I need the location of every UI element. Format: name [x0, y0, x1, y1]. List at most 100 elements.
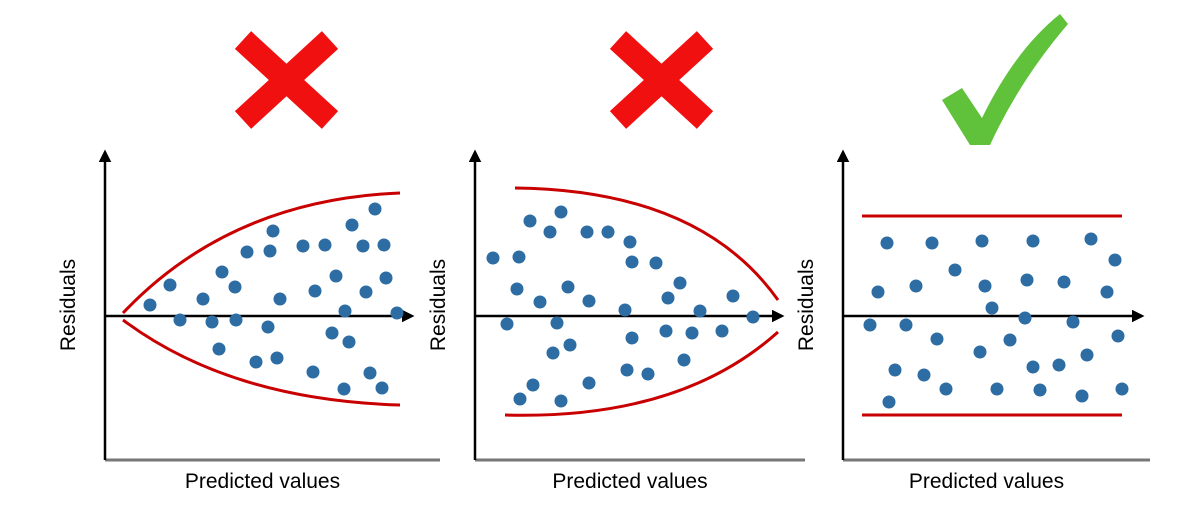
- y-axis-label: Residuals: [57, 259, 80, 351]
- residual-dot: [661, 291, 675, 305]
- residual-dot: [909, 279, 923, 293]
- residual-dot: [554, 394, 568, 408]
- residual-dot: [329, 269, 343, 283]
- residual-dot: [375, 381, 389, 395]
- residual-dot: [985, 301, 999, 315]
- residual-dot: [973, 345, 987, 359]
- plot-panel: Residuals Predicted values: [57, 149, 440, 493]
- x-axis-label: Predicted values: [185, 470, 340, 493]
- residual-dot: [1066, 315, 1080, 329]
- residual-dot: [582, 376, 596, 390]
- residual-dot: [296, 239, 310, 253]
- envelope: [121, 191, 401, 315]
- residual-dot: [601, 225, 615, 239]
- residual-dot: [888, 363, 902, 377]
- residual-dot: [359, 285, 373, 299]
- residual-dot: [1020, 273, 1034, 287]
- residual-dot: [620, 363, 634, 377]
- residual-dot: [368, 202, 382, 216]
- residual-dot: [1026, 360, 1040, 374]
- residual-dot: [561, 280, 575, 294]
- residual-dot: [173, 313, 187, 327]
- x-axis-label: Predicted values: [552, 470, 707, 493]
- residual-dot: [500, 317, 514, 331]
- residual-dot: [550, 316, 564, 330]
- residual-dot: [270, 351, 284, 365]
- residual-dot: [345, 218, 359, 232]
- residual-dot: [163, 278, 177, 292]
- residual-dot: [308, 284, 322, 298]
- residual-dot: [563, 338, 577, 352]
- residual-dot: [618, 303, 632, 317]
- plot-panel: Residuals Predicted values: [795, 149, 1150, 493]
- residual-dot: [726, 289, 740, 303]
- residual-dot: [377, 238, 391, 252]
- residual-dot: [513, 392, 527, 406]
- residual-dot: [338, 304, 352, 318]
- residual-dot: [685, 326, 699, 340]
- y-axis-label: Residuals: [427, 259, 450, 351]
- residual-dot: [261, 320, 275, 334]
- x-axis-label: Predicted values: [909, 470, 1064, 493]
- residual-dot: [975, 234, 989, 248]
- residual-dot: [990, 382, 1004, 396]
- residual-dot: [1115, 382, 1129, 396]
- residual-dot: [266, 224, 280, 238]
- residual-dot: [1003, 333, 1017, 347]
- residual-dot: [948, 263, 962, 277]
- residual-dot: [306, 365, 320, 379]
- residual-dot: [263, 244, 277, 258]
- residual-dot: [1080, 348, 1094, 362]
- plot-panel: Residuals Predicted values: [427, 149, 805, 493]
- residual-dot: [325, 326, 339, 340]
- residual-dot: [1111, 329, 1125, 343]
- residual-dot: [526, 378, 540, 392]
- residual-dot: [510, 282, 524, 296]
- residual-dot: [390, 306, 404, 320]
- residual-dot: [1100, 285, 1114, 299]
- residual-dot: [917, 368, 931, 382]
- residual-dot: [746, 310, 760, 324]
- residual-dot: [882, 395, 896, 409]
- residual-dot: [212, 342, 226, 356]
- residual-dot: [1018, 311, 1032, 325]
- residual-dot: [523, 214, 537, 228]
- residual-dot: [580, 225, 594, 239]
- residual-dot: [337, 382, 351, 396]
- residual-dot: [143, 298, 157, 312]
- residual-dot: [625, 255, 639, 269]
- residual-dot: [205, 315, 219, 329]
- residual-dot: [240, 245, 254, 259]
- residual-dot: [196, 292, 210, 306]
- residual-dot: [1108, 253, 1122, 267]
- cross-mark: [234, 31, 714, 129]
- residual-dot: [318, 238, 332, 252]
- residual-dot: [379, 271, 393, 285]
- residual-dot: [623, 235, 637, 249]
- envelope: [504, 330, 780, 417]
- residual-dot: [880, 236, 894, 250]
- envelope: [514, 186, 780, 301]
- residual-dot: [715, 324, 729, 338]
- residual-dot: [342, 335, 356, 349]
- residual-dot: [677, 353, 691, 367]
- residual-dot: [273, 292, 287, 306]
- residual-dot: [641, 367, 655, 381]
- residual-dot: [925, 236, 939, 250]
- check-mark: [942, 14, 1068, 145]
- residual-dot: [649, 256, 663, 270]
- residual-dot: [512, 250, 526, 264]
- residual-dot: [659, 324, 673, 338]
- residual-dot: [930, 332, 944, 346]
- residual-dot: [1084, 232, 1098, 246]
- residual-dot: [1052, 358, 1066, 372]
- residual-dot: [228, 280, 242, 294]
- residual-dot: [1026, 234, 1040, 248]
- residual-dot: [486, 251, 500, 265]
- residual-dot: [863, 318, 877, 332]
- residual-dot: [939, 382, 953, 396]
- residual-dot: [356, 239, 370, 253]
- residual-dot: [215, 265, 229, 279]
- residual-dot: [1075, 389, 1089, 403]
